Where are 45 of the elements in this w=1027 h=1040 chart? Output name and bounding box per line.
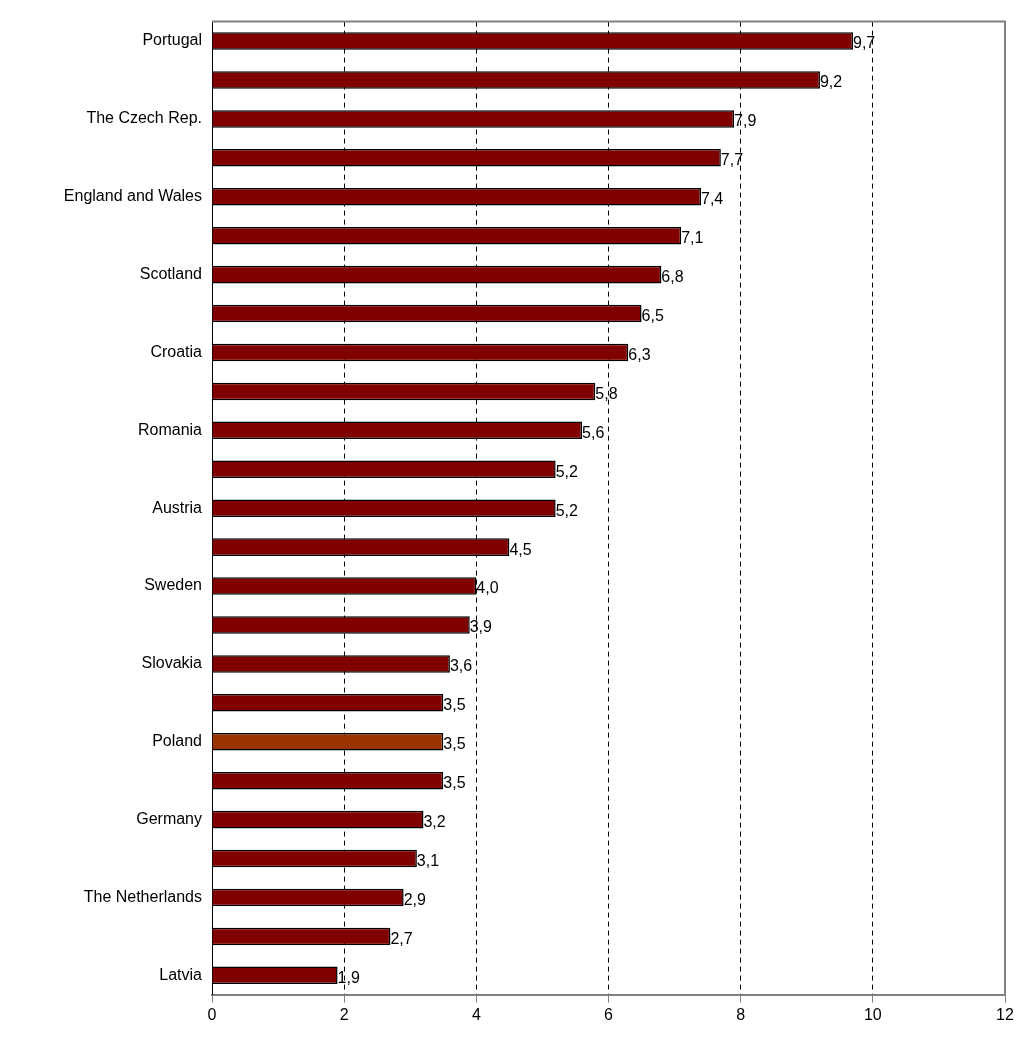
data-label: 3,1	[416, 851, 440, 869]
y-tick-label: Poland	[152, 732, 202, 750]
y-tick-label: Sweden	[144, 576, 202, 594]
data-label: 9,7	[853, 34, 876, 52]
data-label: 3,6	[449, 657, 473, 675]
y-tick-label: Romania	[137, 420, 203, 438]
data-label: 7,7	[720, 151, 744, 169]
x-tick-label: 0	[207, 1005, 217, 1023]
data-label: 3,5	[443, 774, 466, 792]
y-tick-label: Latvia	[159, 965, 203, 983]
y-tick-label: Croatia	[150, 342, 203, 360]
x-tick-label: 12	[996, 1005, 1014, 1023]
data-label: 3,5	[443, 735, 466, 753]
data-label: 9,2	[819, 73, 843, 91]
data-label: 5,8	[595, 384, 618, 402]
data-label: 7,4	[701, 190, 724, 208]
y-tick-label: The Czech Rep.	[86, 109, 202, 127]
data-label: 1,9	[337, 968, 360, 986]
y-tick-label: The Netherlands	[83, 887, 202, 905]
data-label: 6,3	[628, 345, 651, 363]
x-tick-label: 4	[471, 1005, 481, 1023]
data-label: 3,2	[423, 813, 446, 831]
data-label: 7,1	[681, 229, 704, 247]
data-label: 5,6	[582, 423, 605, 441]
y-tick-label: Portugal	[142, 31, 202, 49]
x-tick-label: 10	[863, 1005, 882, 1023]
y-tick-label: Slovakia	[141, 654, 203, 672]
data-label: 5,2	[555, 501, 578, 519]
y-tick-label: Germany	[136, 810, 202, 828]
x-tick-label: 6	[604, 1005, 614, 1023]
data-label: 3,9	[469, 618, 493, 636]
y-tick-label: Scotland	[139, 265, 202, 283]
x-tick-label: 8	[736, 1005, 746, 1023]
data-label: 7,9	[734, 112, 757, 130]
data-label: 6,5	[641, 306, 664, 324]
x-tick-label: 2	[339, 1005, 349, 1023]
data-label: 5,2	[555, 462, 578, 480]
data-label: 2,9	[403, 890, 426, 908]
data-label: 4,5	[509, 540, 532, 558]
y-tick-label: Austria	[152, 498, 203, 516]
data-label: 6,8	[661, 268, 684, 286]
data-label: 3,5	[443, 696, 466, 714]
data-label: 4,0	[476, 579, 499, 597]
data-label: 2,7	[390, 929, 413, 947]
y-tick-label: England and Wales	[63, 187, 202, 205]
